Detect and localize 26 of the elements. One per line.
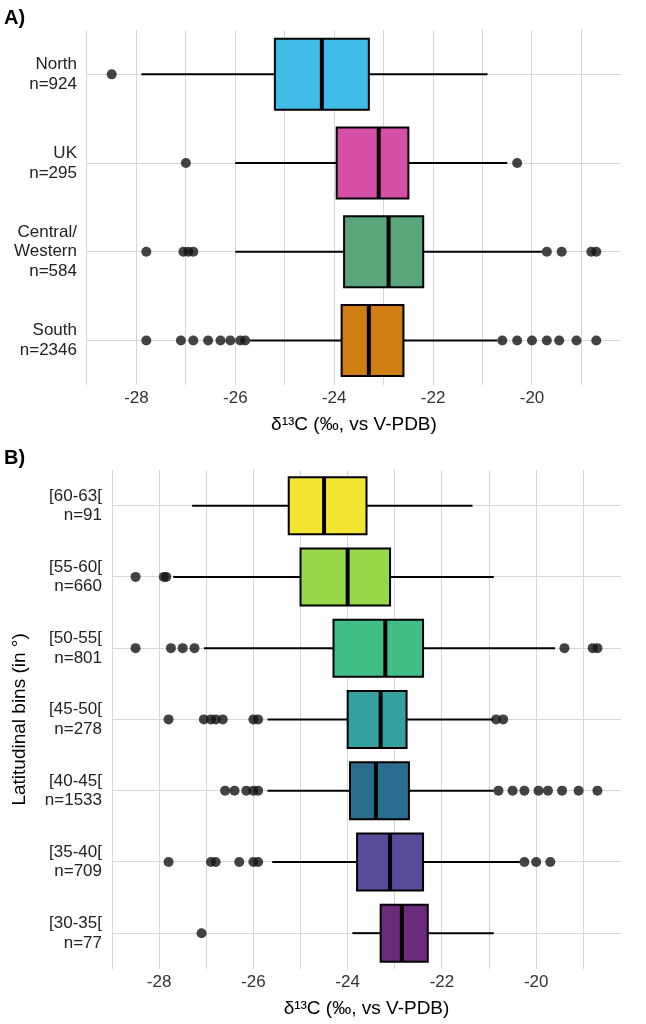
y-tick-label: [35-40[ n=709 (49, 841, 103, 881)
y-tick-label: South n=2346 (19, 320, 77, 359)
y-axis-title: Latitudinal bins (in °) (7, 633, 29, 806)
x-tick-label: -22 (420, 387, 446, 407)
y-tick-label: UK n=295 (29, 142, 78, 182)
x-tick-label: -24 (321, 387, 347, 407)
x-tick-label: -20 (519, 387, 545, 407)
x-axis-title: δ¹³C (‰, vs V-PDB) (283, 996, 450, 1018)
y-tick-label: Central/ Western n=584 (13, 221, 78, 280)
y-tick-label: [40-45[ n=1533 (44, 770, 103, 810)
x-tick-label: -28 (146, 971, 172, 991)
x-axis-title: δ¹³C (‰, vs V-PDB) (271, 412, 437, 434)
x-tick-label: -26 (223, 387, 248, 407)
chart-title: A) (4, 5, 26, 28)
x-tick-label: -20 (523, 971, 549, 991)
x-tick-label: -24 (335, 971, 360, 991)
y-tick-label: [50-55[ n=801 (49, 628, 103, 667)
y-tick-label: [30-35[ n=77 (49, 913, 103, 952)
x-tick-label: -22 (429, 971, 455, 991)
x-tick-label: -28 (124, 387, 149, 407)
chart-title: B) (4, 445, 26, 468)
y-tick-label: North n=924 (29, 54, 77, 93)
x-tick-label: -26 (241, 971, 266, 991)
y-tick-label: [45-50[ n=278 (49, 699, 103, 738)
y-tick-label: [60-63[ n=91 (49, 485, 103, 525)
y-tick-label: [55-60[ n=660 (49, 556, 103, 596)
